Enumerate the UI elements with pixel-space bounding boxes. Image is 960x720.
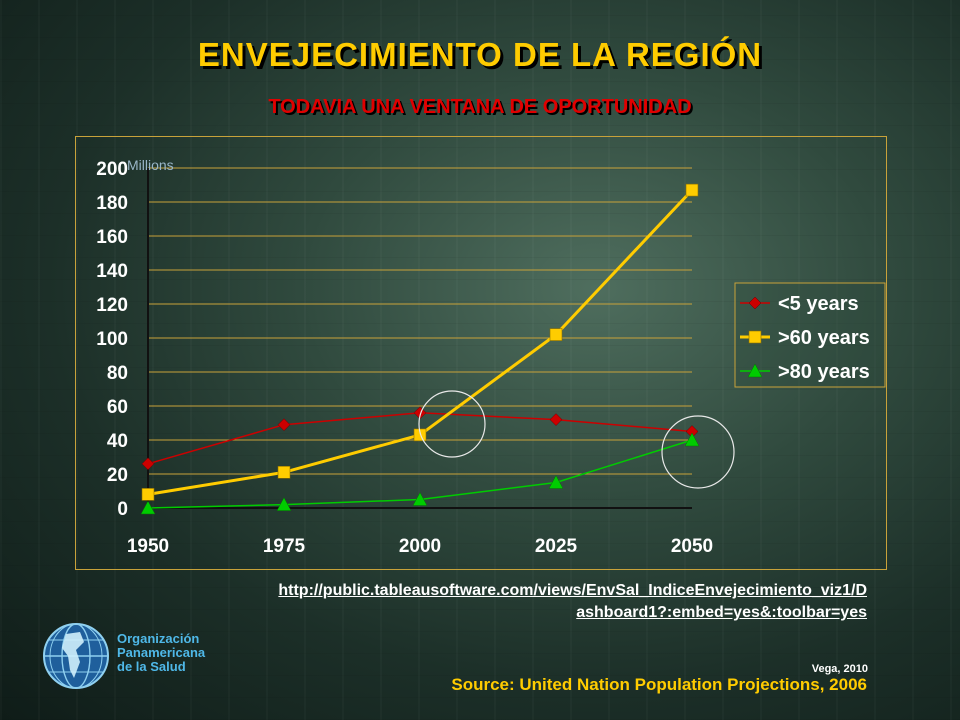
chart-axes bbox=[147, 168, 692, 509]
chart-grid bbox=[148, 167, 692, 475]
y-tick-label: 140 bbox=[96, 261, 128, 282]
y-tick-label: 40 bbox=[107, 431, 128, 452]
chart-legend: <5 years >60 years >80 years bbox=[734, 282, 886, 388]
legend-label: <5 years bbox=[778, 293, 859, 315]
data-point bbox=[548, 474, 564, 489]
tableau-link[interactable]: http://public.tableausoftware.com/views/… bbox=[67, 580, 867, 624]
y-tick-label: 80 bbox=[107, 363, 128, 384]
data-point bbox=[277, 418, 291, 432]
link-line-2[interactable]: ashboard1?:embed=yes&:toolbar=yes bbox=[576, 604, 867, 621]
data-point bbox=[412, 491, 428, 506]
x-tick-label: 2000 bbox=[399, 536, 441, 557]
x-tick-label: 2025 bbox=[535, 536, 578, 557]
legend-label: >80 years bbox=[778, 361, 870, 383]
legend-swatch-marker bbox=[747, 363, 763, 378]
chart-annotations bbox=[418, 390, 735, 489]
chart-frame bbox=[75, 136, 887, 570]
source-note: Source: United Nation Population Project… bbox=[451, 675, 867, 694]
org-line-1: Organización bbox=[117, 631, 200, 646]
y-tick-label: 60 bbox=[107, 397, 128, 418]
data-point bbox=[276, 497, 292, 511]
y-tick-labels: 0 20 40 60 80 100 120 140 160 180 200 bbox=[96, 159, 128, 520]
y-tick-label: 0 bbox=[117, 499, 128, 520]
x-tick-label: 1975 bbox=[263, 536, 306, 557]
y-tick-label: 100 bbox=[96, 329, 128, 350]
x-tick-label: 2050 bbox=[671, 536, 713, 557]
x-tick-label: 1950 bbox=[127, 536, 169, 557]
y-tick-label: 180 bbox=[96, 193, 128, 214]
data-point bbox=[141, 488, 155, 501]
legend-swatch-marker bbox=[748, 296, 762, 310]
slide-title: ENVEJECIMIENTO DE LA REGIÓN bbox=[197, 36, 763, 73]
data-point bbox=[140, 500, 156, 515]
y-tick-label: 20 bbox=[107, 465, 128, 486]
y-axis-unit-label: Millions bbox=[127, 157, 174, 173]
globe-logo-icon bbox=[43, 623, 109, 689]
data-point bbox=[141, 457, 155, 471]
data-point bbox=[549, 328, 563, 341]
organization-name: Organización Panamericana de la Salud bbox=[117, 632, 205, 674]
org-line-2: Panamericana bbox=[117, 645, 206, 660]
data-point bbox=[277, 465, 291, 479]
data-point bbox=[413, 406, 427, 420]
y-tick-label: 200 bbox=[96, 159, 128, 180]
data-point bbox=[684, 432, 700, 447]
chart-series bbox=[140, 183, 700, 515]
data-point bbox=[413, 428, 427, 442]
link-line-1[interactable]: http://public.tableausoftware.com/views/… bbox=[278, 582, 867, 599]
highlight-circle bbox=[418, 390, 486, 458]
slide-subtitle: TODAVIA UNA VENTANA DE OPORTUNIDAD bbox=[268, 96, 692, 118]
y-tick-label: 120 bbox=[96, 295, 128, 316]
data-point bbox=[549, 413, 563, 426]
legend-label: >60 years bbox=[778, 327, 870, 349]
author-credit: Vega, 2010 bbox=[811, 663, 868, 675]
x-tick-labels: 1950 1975 2000 2025 2050 bbox=[127, 536, 713, 557]
highlight-circle bbox=[661, 415, 735, 489]
data-point bbox=[685, 183, 699, 197]
y-tick-label: 160 bbox=[96, 227, 128, 248]
org-line-3: de la Salud bbox=[117, 659, 186, 674]
legend-swatch-marker bbox=[748, 330, 762, 344]
